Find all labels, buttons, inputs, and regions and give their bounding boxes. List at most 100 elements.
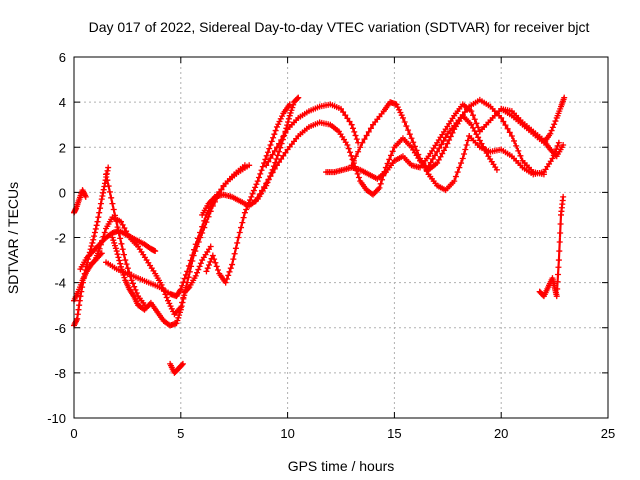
plus-marker — [434, 160, 441, 167]
plus-marker — [166, 300, 173, 307]
plus-marker — [386, 156, 393, 163]
plus-marker — [352, 153, 359, 160]
plus-marker — [207, 258, 214, 265]
series-arc-3 — [71, 164, 112, 329]
series-arc-1 — [71, 187, 89, 216]
plus-marker — [195, 266, 202, 273]
plus-marker — [442, 144, 449, 151]
plus-marker — [179, 299, 186, 306]
plus-marker — [117, 218, 124, 225]
plus-marker — [255, 174, 262, 181]
y-tick-label: -6 — [54, 321, 66, 336]
plus-marker — [387, 152, 394, 159]
plus-marker — [112, 242, 119, 249]
plus-marker — [340, 109, 347, 116]
plus-marker — [81, 270, 88, 277]
plus-marker — [276, 148, 283, 155]
plus-marker — [110, 237, 117, 244]
plus-marker — [423, 166, 430, 173]
plus-marker — [196, 263, 203, 270]
plus-marker — [394, 104, 401, 111]
plus-marker — [96, 209, 103, 216]
plus-marker — [124, 265, 131, 272]
y-tick-label: -10 — [47, 411, 66, 426]
plus-marker — [555, 257, 562, 264]
plus-marker — [191, 246, 198, 253]
plus-marker — [548, 127, 555, 134]
plus-marker — [222, 279, 229, 286]
plus-marker — [504, 125, 511, 132]
plus-marker — [79, 279, 86, 286]
plus-marker — [473, 120, 480, 127]
plus-marker — [225, 272, 232, 279]
plus-marker — [461, 151, 468, 158]
plus-marker — [180, 295, 187, 302]
plus-marker — [108, 194, 115, 201]
plus-marker — [345, 145, 352, 152]
plus-marker — [557, 220, 564, 227]
plus-marker — [399, 114, 406, 121]
plus-marker — [273, 162, 280, 169]
plus-marker — [500, 118, 507, 125]
plus-marker — [438, 141, 445, 148]
plus-marker — [425, 163, 432, 170]
plus-marker — [454, 169, 461, 176]
plus-marker — [348, 162, 355, 169]
plus-marker — [344, 141, 351, 148]
plus-marker — [287, 109, 294, 116]
plus-marker — [384, 160, 391, 167]
plus-marker — [393, 101, 400, 108]
plus-marker — [258, 187, 265, 194]
plus-marker — [502, 122, 509, 129]
series-arc-12 — [263, 101, 362, 169]
plus-marker — [247, 197, 254, 204]
plus-marker — [273, 144, 280, 151]
plus-marker — [99, 237, 106, 244]
plus-marker — [408, 135, 415, 142]
plus-marker — [365, 128, 372, 135]
plus-marker — [515, 147, 522, 154]
plus-marker — [182, 271, 189, 278]
plus-marker — [214, 266, 221, 273]
plus-marker — [289, 104, 296, 111]
plus-marker — [420, 161, 427, 168]
plus-marker — [294, 95, 301, 102]
plus-marker — [184, 268, 191, 275]
plus-marker — [120, 251, 127, 258]
plus-marker — [280, 152, 287, 159]
plus-marker — [282, 149, 289, 156]
plus-marker — [243, 206, 250, 213]
plus-marker — [359, 139, 366, 146]
plus-marker — [278, 137, 285, 144]
plus-marker — [103, 171, 110, 178]
plus-marker — [118, 266, 125, 273]
plus-marker — [104, 177, 111, 184]
plus-marker — [437, 153, 444, 160]
plus-marker — [451, 178, 458, 185]
plus-marker — [418, 158, 425, 165]
plus-marker — [119, 246, 126, 253]
plus-marker — [174, 317, 181, 324]
plus-marker — [105, 183, 112, 190]
plus-marker — [513, 142, 520, 149]
plus-marker — [442, 134, 449, 141]
plus-marker — [263, 180, 270, 187]
plus-marker — [211, 256, 218, 263]
plus-marker — [116, 257, 123, 264]
plus-marker — [447, 133, 454, 140]
plus-marker — [91, 233, 98, 240]
series-arc-5 — [103, 171, 150, 311]
plus-marker — [79, 284, 86, 291]
plus-marker — [471, 116, 478, 123]
plus-marker — [82, 193, 89, 200]
x-tick-label: 0 — [70, 426, 77, 441]
plus-marker — [511, 137, 518, 144]
series-arc-20 — [167, 360, 186, 376]
plus-marker — [181, 275, 188, 282]
plus-marker — [267, 155, 274, 162]
plus-marker — [111, 239, 118, 246]
plus-marker — [346, 118, 353, 125]
series-arc-11 — [252, 112, 500, 205]
plus-marker — [118, 240, 125, 247]
plus-marker — [476, 137, 483, 144]
